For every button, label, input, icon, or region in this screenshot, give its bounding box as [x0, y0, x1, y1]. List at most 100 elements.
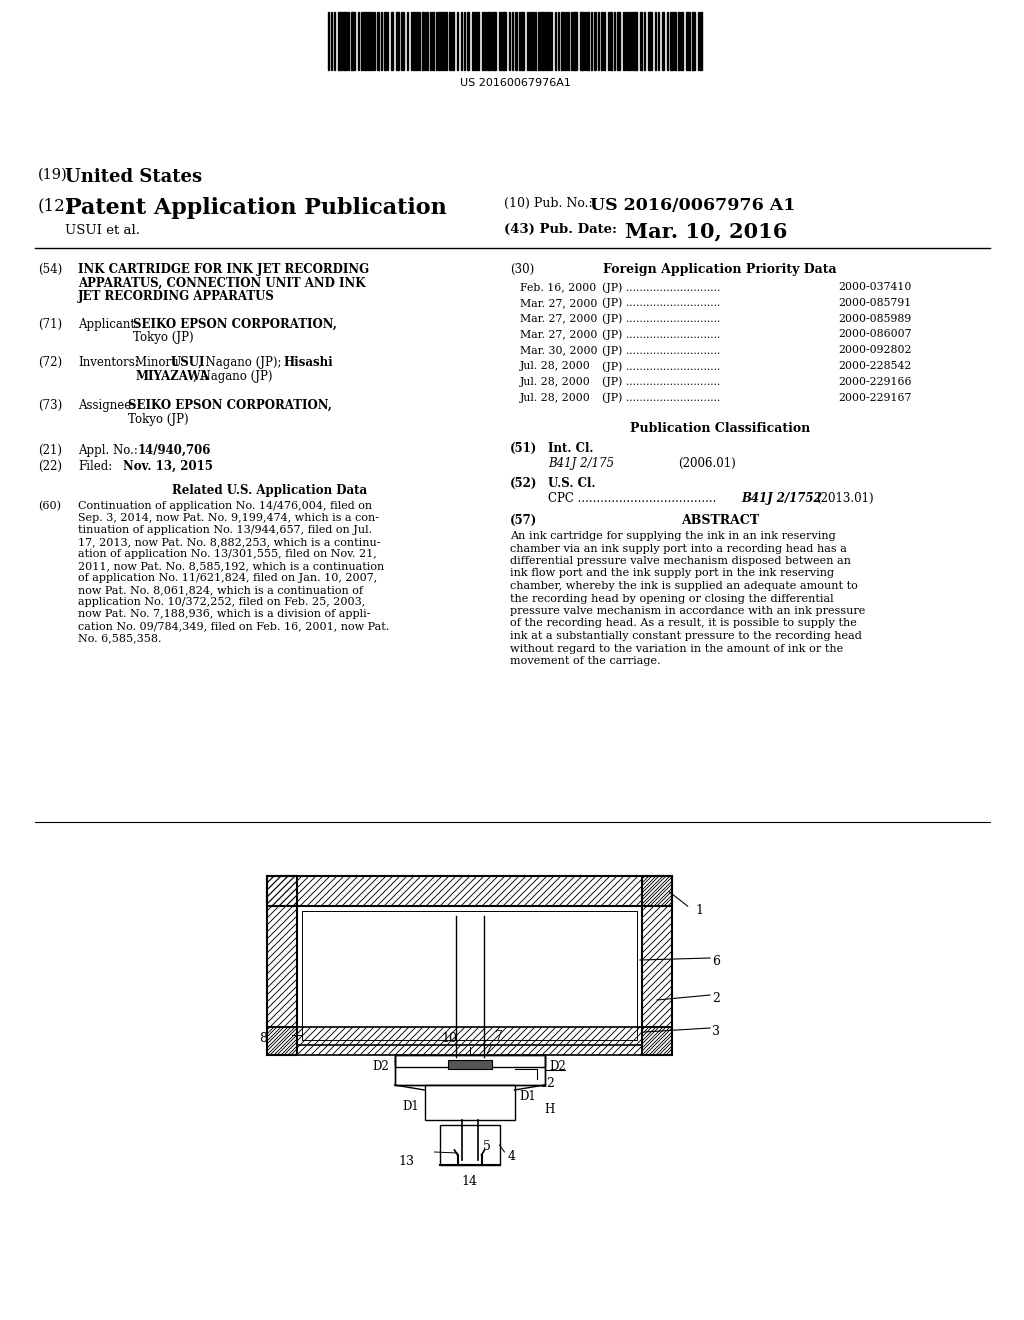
Text: (21): (21): [38, 444, 62, 457]
Bar: [487, 12, 490, 70]
Text: Nov. 13, 2015: Nov. 13, 2015: [123, 459, 213, 473]
Text: of the recording head. As a result, it is possible to supply the: of the recording head. As a result, it i…: [510, 619, 857, 628]
Text: movement of the carriage.: movement of the carriage.: [510, 656, 660, 667]
Bar: [377, 12, 379, 70]
Text: 6: 6: [712, 954, 720, 968]
Text: (54): (54): [38, 263, 62, 276]
Text: of application No. 11/621,824, filed on Jan. 10, 2007,: of application No. 11/621,824, filed on …: [78, 573, 377, 583]
Text: Patent Application Publication: Patent Application Publication: [65, 197, 446, 219]
Text: H: H: [545, 1104, 555, 1115]
Bar: [573, 12, 577, 70]
Text: US 20160067976A1: US 20160067976A1: [460, 78, 571, 88]
Text: ation of application No. 13/301,555, filed on Nov. 21,: ation of application No. 13/301,555, fil…: [78, 549, 377, 558]
Text: Assignee:: Assignee:: [78, 399, 135, 412]
Text: 13: 13: [398, 1155, 415, 1168]
Text: USUI: USUI: [171, 356, 206, 370]
Text: Jul. 28, 2000: Jul. 28, 2000: [520, 392, 591, 403]
Text: Jul. 28, 2000: Jul. 28, 2000: [520, 376, 591, 387]
Text: Mar. 27, 2000: Mar. 27, 2000: [520, 314, 597, 323]
Bar: [472, 12, 476, 70]
Bar: [422, 12, 424, 70]
Bar: [444, 12, 447, 70]
Bar: [640, 12, 642, 70]
Text: ink at a substantially constant pressure to the recording head: ink at a substantially constant pressure…: [510, 631, 862, 642]
Bar: [297, 1027, 642, 1055]
Bar: [416, 12, 418, 70]
Bar: [441, 12, 443, 70]
Text: Sep. 3, 2014, now Pat. No. 9,199,474, which is a con-: Sep. 3, 2014, now Pat. No. 9,199,474, wh…: [78, 513, 379, 523]
Bar: [521, 12, 524, 70]
Bar: [678, 12, 680, 70]
Text: (71): (71): [38, 318, 62, 331]
Text: ABSTRACT: ABSTRACT: [681, 513, 759, 527]
Text: 2011, now Pat. No. 8,585,192, which is a continuation: 2011, now Pat. No. 8,585,192, which is a…: [78, 561, 384, 572]
Text: Related U.S. Application Data: Related U.S. Application Data: [172, 484, 368, 498]
Text: Mar. 30, 2000: Mar. 30, 2000: [520, 346, 597, 355]
Bar: [686, 12, 690, 70]
Text: 1: 1: [695, 904, 703, 917]
Bar: [267, 876, 672, 906]
Bar: [692, 12, 695, 70]
Text: now Pat. No. 7,188,936, which is a division of appli-: now Pat. No. 7,188,936, which is a divis…: [78, 609, 371, 619]
Bar: [452, 12, 454, 70]
Text: No. 6,585,358.: No. 6,585,358.: [78, 634, 162, 643]
Bar: [610, 12, 612, 70]
Bar: [587, 12, 589, 70]
Text: (19): (19): [38, 168, 68, 182]
Text: B41J 2/1752: B41J 2/1752: [741, 492, 821, 506]
Text: Tokyo (JP): Tokyo (JP): [128, 413, 188, 426]
Text: USUI et al.: USUI et al.: [65, 224, 140, 238]
Text: 2000-228542: 2000-228542: [838, 360, 911, 371]
Bar: [396, 12, 399, 70]
Text: tinuation of application No. 13/944,657, filed on Jul.: tinuation of application No. 13/944,657,…: [78, 525, 372, 535]
Text: CPC .....................................: CPC ....................................…: [548, 492, 717, 506]
Text: B41J 2/175: B41J 2/175: [548, 457, 614, 470]
Text: (JP) ............................: (JP) ............................: [602, 346, 720, 356]
Text: (72): (72): [38, 356, 62, 370]
Bar: [425, 1085, 514, 1119]
Bar: [594, 12, 596, 70]
Bar: [547, 12, 550, 70]
Bar: [580, 12, 584, 70]
Bar: [343, 12, 347, 70]
Text: (22): (22): [38, 459, 62, 473]
Text: Mar. 27, 2000: Mar. 27, 2000: [520, 298, 597, 308]
Text: (52): (52): [510, 477, 538, 490]
Bar: [267, 876, 297, 1055]
Bar: [601, 12, 603, 70]
Text: Continuation of application No. 14/476,004, filed on: Continuation of application No. 14/476,0…: [78, 502, 372, 511]
Text: 7: 7: [496, 1030, 504, 1043]
Text: 2000-092802: 2000-092802: [838, 346, 911, 355]
Bar: [391, 12, 393, 70]
Bar: [617, 12, 620, 70]
Text: without regard to the variation in the amount of ink or the: without regard to the variation in the a…: [510, 644, 843, 653]
Text: (60): (60): [38, 502, 61, 511]
Text: D2: D2: [550, 1060, 566, 1073]
Bar: [541, 12, 544, 70]
Text: Jul. 28, 2000: Jul. 28, 2000: [520, 360, 591, 371]
Bar: [499, 12, 501, 70]
Bar: [364, 12, 367, 70]
Text: differential pressure valve mechanism disposed between an: differential pressure valve mechanism di…: [510, 556, 851, 566]
Text: An ink cartridge for supplying the ink in an ink reserving: An ink cartridge for supplying the ink i…: [510, 531, 836, 541]
Bar: [267, 1027, 297, 1055]
Text: SEIKO EPSON CORPORATION,: SEIKO EPSON CORPORATION,: [128, 399, 332, 412]
Text: (43) Pub. Date:: (43) Pub. Date:: [504, 223, 617, 236]
Bar: [538, 12, 540, 70]
Bar: [628, 12, 630, 70]
Bar: [482, 12, 484, 70]
Text: 3: 3: [712, 1026, 720, 1038]
Bar: [384, 12, 386, 70]
Text: ink flow port and the ink supply port in the ink reserving: ink flow port and the ink supply port in…: [510, 569, 835, 578]
Bar: [681, 12, 683, 70]
Text: 10: 10: [441, 1032, 458, 1045]
Text: chamber via an ink supply port into a recording head has a: chamber via an ink supply port into a re…: [510, 544, 847, 553]
Bar: [642, 876, 672, 1055]
Bar: [642, 1027, 672, 1055]
Bar: [515, 12, 517, 70]
Text: Tokyo (JP): Tokyo (JP): [133, 331, 194, 345]
Text: 2000-086007: 2000-086007: [838, 330, 911, 339]
Text: 2000-085791: 2000-085791: [838, 298, 911, 308]
Text: chamber, whereby the ink is supplied an adequate amount to: chamber, whereby the ink is supplied an …: [510, 581, 858, 591]
Bar: [438, 12, 440, 70]
